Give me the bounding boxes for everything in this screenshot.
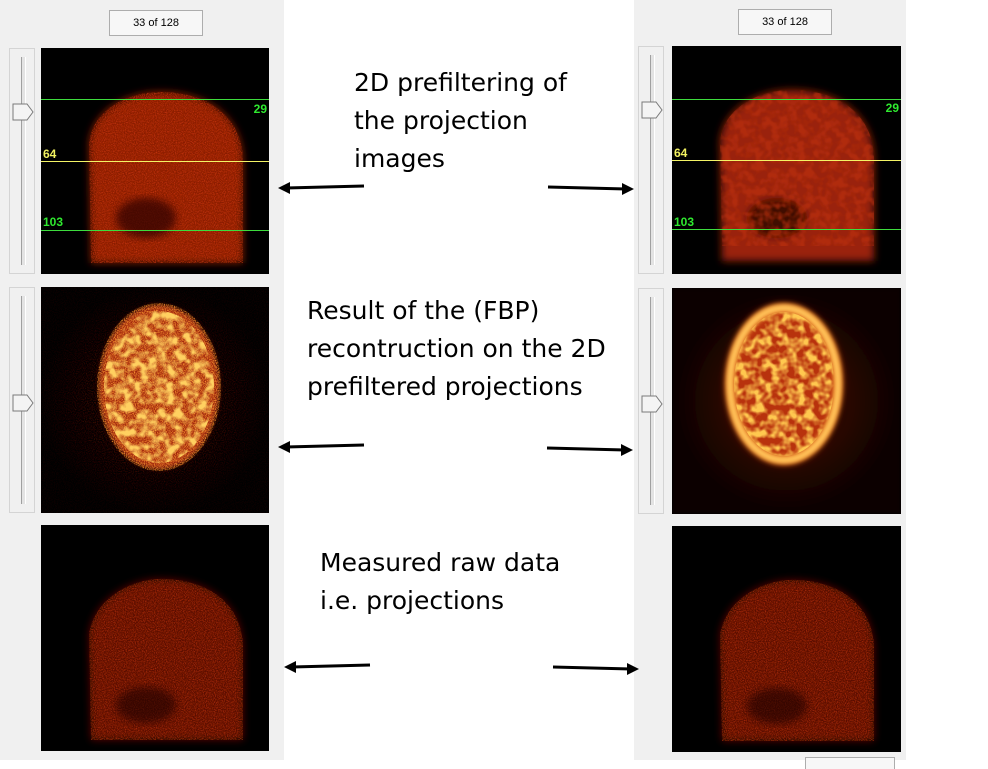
slice-counter: 33 of 128 <box>109 10 203 36</box>
slice-label-top: 29 <box>253 102 267 116</box>
prefiltered-projection-render <box>89 91 243 263</box>
left-arrow-icon <box>278 182 365 194</box>
right-arrow-icon <box>552 663 639 675</box>
slice-slider-top[interactable] <box>638 46 664 274</box>
annotation-line: Result of the (FBP) <box>307 296 540 325</box>
reconstruction-image-smooth[interactable] <box>672 288 901 514</box>
smooth-reconstruction-render <box>672 288 901 514</box>
prefilter-annotation: 2D prefiltering of the projection images <box>354 64 567 178</box>
annotation-line: recontruction on the 2D <box>307 334 606 363</box>
prefiltered-projection-render <box>720 89 874 261</box>
annotation-line: the projection <box>354 106 528 135</box>
projection-image-prefiltered[interactable]: 29 64 103 <box>672 46 901 274</box>
slice-line-middle[interactable] <box>41 161 269 162</box>
slice-slider-top[interactable] <box>9 48 35 274</box>
left-arrow-icon <box>284 661 371 673</box>
slider-thumb[interactable] <box>12 392 34 414</box>
raw-projection-render <box>720 579 874 741</box>
slice-line-top[interactable] <box>672 99 901 100</box>
slider-track <box>21 57 26 265</box>
slice-slider-middle[interactable] <box>9 287 35 513</box>
slice-label-middle: 64 <box>43 147 57 161</box>
projection-image-prefiltered[interactable]: 29 64 103 <box>41 48 269 274</box>
slider-thumb[interactable] <box>641 99 663 121</box>
slice-label-top: 29 <box>885 101 899 115</box>
right-arrow-icon <box>546 444 633 456</box>
right-arrow-icon <box>547 183 634 195</box>
raw-projection-image[interactable] <box>672 526 901 752</box>
slice-line-top[interactable] <box>41 99 269 100</box>
slice-slider-middle[interactable] <box>638 288 664 514</box>
slider-thumb[interactable] <box>641 393 663 415</box>
slice-line-bottom[interactable] <box>41 230 269 231</box>
reconstruction-annotation: Result of the (FBP) recontruction on the… <box>307 292 606 406</box>
slice-label-middle: 64 <box>674 146 688 160</box>
right-viewer-panel: 33 of 128 29 64 103 <box>634 0 906 760</box>
left-arrow-icon <box>278 441 365 453</box>
raw-projection-render <box>89 578 243 740</box>
reconstruction-image-noisy[interactable] <box>41 287 269 513</box>
raw-projection-image[interactable] <box>41 525 269 751</box>
noisy-reconstruction-render <box>41 287 269 513</box>
slider-track <box>650 55 655 265</box>
slice-counter: 33 of 128 <box>738 9 832 35</box>
slider-thumb[interactable] <box>12 101 34 123</box>
annotation-line: i.e. projections <box>320 586 505 615</box>
annotation-line: Measured raw data <box>320 548 561 577</box>
window-edge-fragment <box>805 757 895 769</box>
slice-label-bottom: 103 <box>43 215 64 229</box>
slice-line-bottom[interactable] <box>672 229 901 230</box>
annotation-line: prefiltered projections <box>307 372 583 401</box>
annotation-line: images <box>354 144 445 173</box>
annotation-line: 2D prefiltering of <box>354 68 567 97</box>
slice-label-bottom: 103 <box>674 215 695 229</box>
slice-line-middle[interactable] <box>672 160 901 161</box>
raw-data-annotation: Measured raw data i.e. projections <box>320 544 560 620</box>
left-viewer-panel: 33 of 128 29 64 103 <box>0 0 284 760</box>
